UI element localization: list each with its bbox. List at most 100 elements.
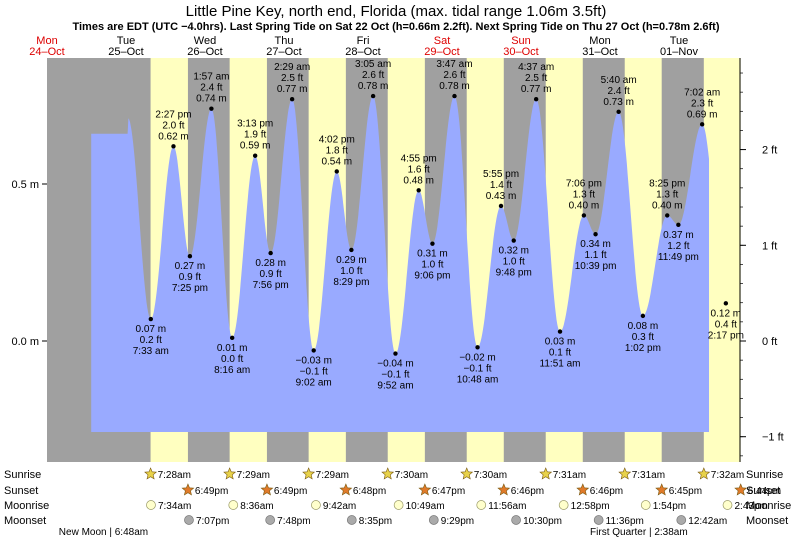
tide-point	[334, 169, 339, 174]
daylight-band	[703, 58, 741, 462]
day-of-week: Tue	[117, 35, 136, 47]
tide-time: 11:49 pm	[658, 252, 699, 263]
tide-height-m: 0.78 m	[439, 81, 470, 92]
tide-height-ft: 1.9 ft	[244, 130, 266, 141]
tide-height-ft: −0.1 ft	[381, 370, 409, 381]
sunset-row-label: Sunset	[4, 485, 38, 497]
moonset-time: 11:36pm	[606, 516, 644, 527]
day-of-week: Fri	[357, 35, 370, 47]
low-tide-label: −0.04 m−0.1 ft9:52 am	[377, 359, 413, 392]
tide-height-ft: 1.8 ft	[326, 145, 348, 156]
sunrise-time: 7:28am	[158, 470, 191, 481]
moonrise-time: 12:58pm	[571, 501, 610, 512]
tide-time: 2:27 pm	[155, 109, 191, 120]
day-of-week: Mon	[36, 35, 57, 47]
tide-time: 7:06 pm	[566, 178, 602, 189]
tide-height-m: 0.77 m	[277, 84, 308, 95]
sunrise-time: 7:30am	[474, 470, 507, 481]
moonset-icon	[428, 515, 439, 525]
high-tide-label: 1:57 am2.4 ft0.74 m	[193, 72, 229, 105]
tide-time: 7:02 am	[684, 87, 720, 98]
tide-point	[229, 335, 235, 341]
y-tick-label-left: 0.0 m	[11, 336, 39, 348]
day-of-week: Mon	[589, 35, 610, 47]
sunset-icon	[260, 483, 274, 496]
tide-height-m: 0.43 m	[486, 191, 517, 202]
tide-height-ft: 0.9 ft	[260, 269, 282, 280]
tide-height-m: 0.03 m	[545, 337, 576, 348]
tide-point	[148, 316, 154, 322]
chart-subtitle: Times are EDT (UTC −4.0hrs). Last Spring…	[72, 21, 719, 33]
sunrise-time: 7:31am	[553, 470, 586, 481]
tide-time: 7:25 pm	[172, 283, 208, 294]
tide-height-m: 0.73 m	[603, 97, 634, 108]
tide-point	[699, 122, 705, 127]
moonrise-time: 2:43pm	[735, 501, 768, 512]
tide-time: 9:02 am	[296, 377, 332, 388]
tide-time: 3:13 pm	[237, 119, 273, 130]
tide-height-ft: 0.0 ft	[221, 354, 243, 365]
day-of-week: Sat	[434, 35, 451, 47]
tide-time: 1:57 am	[193, 72, 229, 83]
tide-time: 4:02 pm	[319, 134, 355, 145]
low-tide-label: 0.31 m1.0 ft9:06 pm	[414, 249, 450, 282]
tide-height-ft: 1.0 ft	[340, 266, 362, 277]
tide-height-ft: 1.4 ft	[490, 180, 512, 191]
moonrise-icon	[558, 500, 569, 510]
high-tide-label: 4:55 pm1.6 ft0.48 m	[401, 153, 437, 186]
tide-height-ft: 1.3 ft	[656, 189, 678, 200]
tide-height-m: 0.27 m	[175, 261, 206, 272]
tide-height-ft: 1.6 ft	[408, 164, 430, 175]
tide-height-ft: 2.3 ft	[691, 98, 713, 109]
tide-time: 3:05 am	[355, 59, 391, 70]
tide-height-ft: 2.0 ft	[162, 120, 184, 131]
sunset-time: 6:44pm	[748, 486, 781, 497]
moonrise-icon	[640, 500, 651, 510]
tide-height-m: 0.29 m	[336, 255, 367, 266]
tide-point	[533, 97, 539, 102]
tide-time: 5:40 am	[601, 75, 637, 86]
sunrise-icon	[381, 467, 395, 480]
moonset-icon	[676, 515, 687, 525]
low-tide-label: 0.08 m0.3 ft1:02 pm	[625, 321, 661, 354]
tide-point	[187, 254, 193, 259]
sunset-icon	[418, 483, 432, 496]
tide-height-ft: 0.1 ft	[549, 348, 571, 359]
day-date: 28–Oct	[345, 46, 380, 58]
tide-height-ft: −0.1 ft	[464, 363, 492, 374]
high-tide-label: 3:05 am2.6 ft0.78 m	[355, 59, 391, 92]
moonset-icon	[593, 515, 604, 525]
sunset-icon	[497, 483, 511, 496]
moonrise-time: 10:49am	[406, 501, 445, 512]
moonrise-time: 8:36am	[240, 501, 273, 512]
moonrise-time: 11:56am	[488, 501, 526, 512]
sunset-time: 6:46pm	[590, 486, 623, 497]
tide-point	[723, 301, 729, 306]
sunrise-icon	[697, 467, 711, 480]
day-header-layer: Mon24–OctTue25–OctWed26–OctThu27–OctFri2…	[29, 35, 698, 58]
moonset-time: 12:42am	[688, 516, 727, 527]
tide-point	[349, 247, 354, 253]
tide-height-m: 0.74 m	[196, 94, 227, 105]
low-tide-label: 0.28 m0.9 ft7:56 pm	[253, 258, 289, 291]
tide-point	[370, 93, 376, 99]
tide-height-m: 0.40 m	[652, 200, 683, 211]
day-of-week: Tue	[670, 35, 689, 47]
moonrise-icon	[146, 500, 156, 510]
sunrise-icon	[618, 467, 632, 480]
sunset-row-label: Sunset	[746, 485, 780, 497]
tide-height-m: −0.04 m	[377, 359, 413, 370]
moonset-time: 7:48pm	[277, 516, 310, 527]
tide-time: 3:47 am	[436, 59, 472, 70]
high-tide-label: 5:55 pm1.4 ft0.43 m	[483, 169, 519, 202]
moonrise-row-label: Moonrise	[4, 500, 49, 512]
astronomy-rows-layer: Sunrise Sunrise Sunset Sunset Moonrise Moonri…	[4, 467, 791, 538]
low-tide-label: 0.29 m1.0 ft8:29 pm	[333, 255, 369, 288]
day-date: 27–Oct	[266, 46, 301, 58]
tide-height-ft: 2.5 ft	[525, 73, 547, 84]
